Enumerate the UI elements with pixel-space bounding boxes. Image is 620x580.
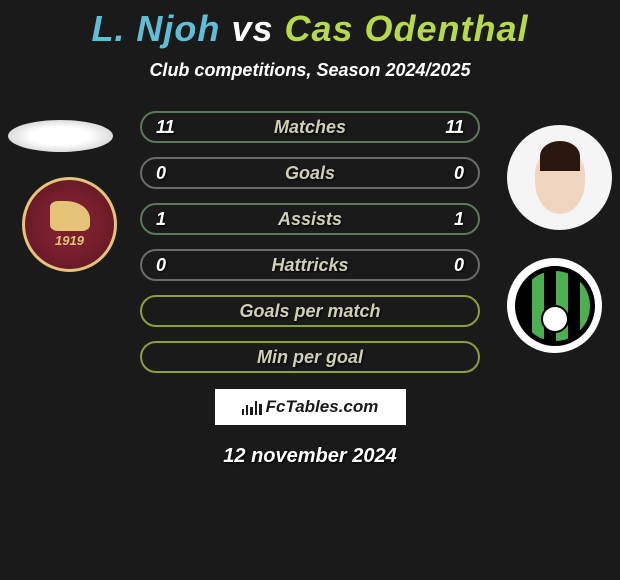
stat-label: Goals per match [239,301,380,322]
club-year: 1919 [55,233,84,248]
player2-avatar [507,125,612,230]
stat-right-value: 1 [454,209,464,230]
subtitle: Club competitions, Season 2024/2025 [0,60,620,81]
vs-text: vs [231,8,273,49]
stat-left-value: 0 [156,163,166,184]
stat-row: 0 Goals 0 [140,157,480,189]
stat-label: Goals [285,163,335,184]
stat-row: 0 Hattricks 0 [140,249,480,281]
player1-club-logo: 1919 [22,177,117,272]
date-text: 12 november 2024 [0,445,620,468]
horse-icon [50,201,90,231]
stat-left-value: 0 [156,255,166,276]
player2-club-logo [507,258,602,353]
stat-left-value: 1 [156,209,166,230]
player1-name: L. Njoh [91,8,220,49]
brand-badge[interactable]: FcTables.com [213,387,408,427]
player2-name: Cas Odenthal [285,8,529,49]
stat-row: 11 Matches 11 [140,111,480,143]
stat-row: Min per goal [140,341,480,373]
brand-text: FcTables.com [266,397,379,417]
ball-icon [541,305,569,333]
stat-label: Min per goal [257,347,363,368]
stat-right-value: 0 [454,163,464,184]
stat-label: Hattricks [271,255,348,276]
stat-left-value: 11 [156,117,175,138]
player1-avatar [8,120,113,152]
comparison-title: L. Njoh vs Cas Odenthal [0,0,620,50]
stats-container: 11 Matches 11 0 Goals 0 1 Assists 1 0 Hattricks 0 Go… [140,111,480,373]
stat-row: 1 Assists 1 [140,203,480,235]
stat-row: Goals per match [140,295,480,327]
stat-label: Assists [278,209,342,230]
stat-label: Matches [274,117,346,138]
stat-right-value: 11 [445,117,464,138]
chart-icon [242,399,262,415]
stat-right-value: 0 [454,255,464,276]
